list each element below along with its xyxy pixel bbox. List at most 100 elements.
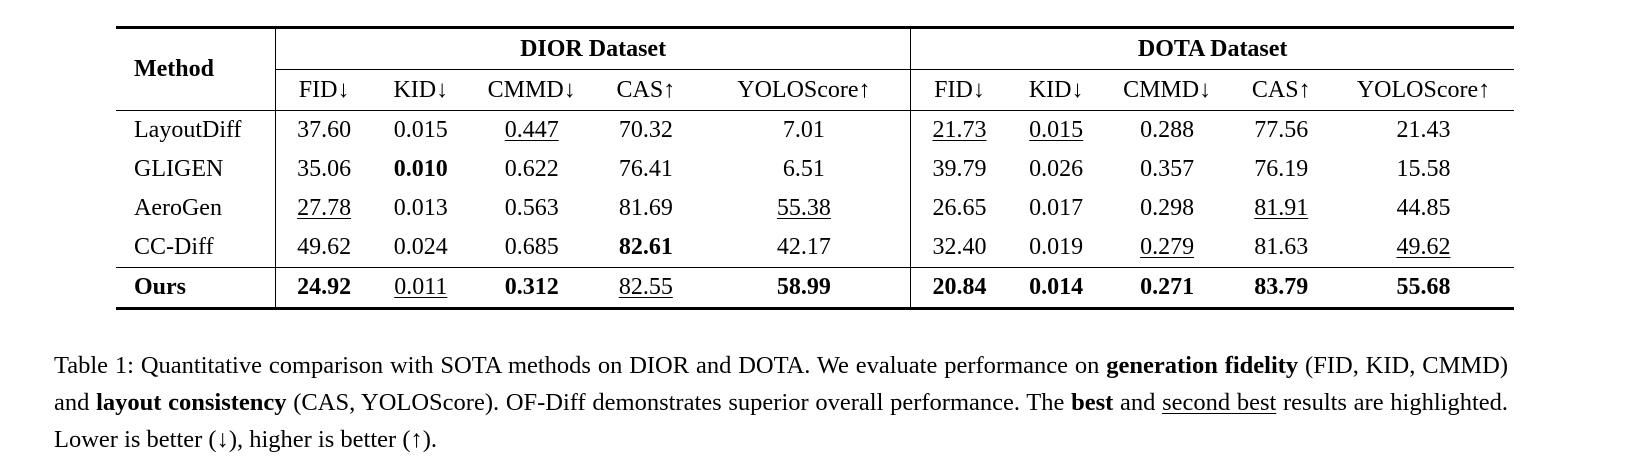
dota-kid-cell: 0.014 bbox=[1007, 267, 1105, 309]
metric-value: 83.79 bbox=[1254, 274, 1309, 300]
dota-yoloscore-cell: 44.85 bbox=[1333, 189, 1514, 228]
method-column-header: Method bbox=[116, 49, 276, 91]
metric-value: 81.69 bbox=[618, 195, 673, 221]
metric-value: 0.011 bbox=[394, 274, 448, 300]
table-row: CC-Diff 49.62 0.024 0.685 82.61 42.17 32.40 0.0… bbox=[116, 228, 1514, 268]
dota-kid-cell: 0.019 bbox=[1008, 228, 1105, 268]
caption-text-5: results are highlighted. Lower is better… bbox=[54, 388, 1509, 453]
metric-value: 44.85 bbox=[1396, 195, 1451, 221]
dota-cmmd-cell: 0.298 bbox=[1105, 189, 1230, 228]
metric-value: 0.279 bbox=[1140, 234, 1195, 260]
metric-value: 0.447 bbox=[504, 117, 559, 143]
dior-cmmd-cell: 0.447 bbox=[469, 111, 594, 151]
dior-kid-header: KID↓ bbox=[372, 69, 470, 111]
dior-yoloscore-header: YOLOScore↑ bbox=[697, 69, 911, 111]
metric-value: 0.357 bbox=[1140, 156, 1195, 182]
dior-yoloscore-cell: 7.01 bbox=[698, 111, 911, 151]
dota-fid-cell: 20.84 bbox=[910, 267, 1008, 309]
dior-kid-cell: 0.013 bbox=[372, 189, 469, 228]
dota-fid-cell: 39.79 bbox=[910, 150, 1008, 189]
metric-value: 15.58 bbox=[1396, 156, 1451, 182]
dior-group-title: DIOR Dataset bbox=[274, 27, 911, 70]
metric-value: 21.73 bbox=[932, 117, 987, 143]
dior-kid-cell: 0.015 bbox=[372, 111, 469, 151]
results-table-container: DIOR Dataset DOTA Dataset Method FID↓ KI… bbox=[116, 26, 1514, 310]
dota-cmmd-header: CMMD↓ bbox=[1104, 69, 1230, 111]
metric-value: 0.271 bbox=[1140, 274, 1195, 300]
dota-fid-header: FID↓ bbox=[910, 69, 1008, 111]
metric-value: 81.63 bbox=[1254, 234, 1309, 260]
metric-value: 77.56 bbox=[1254, 117, 1309, 143]
method-name-cell: AeroGen bbox=[134, 195, 222, 221]
dota-cmmd-cell: 0.357 bbox=[1105, 150, 1230, 189]
dior-yoloscore-cell: 42.17 bbox=[698, 228, 911, 268]
metric-value: 82.55 bbox=[618, 274, 673, 300]
dior-cmmd-header: CMMD↓ bbox=[469, 69, 595, 111]
dota-kid-cell: 0.017 bbox=[1008, 189, 1105, 228]
dior-kid-cell: 0.011 bbox=[372, 267, 470, 309]
dior-kid-cell: 0.010 bbox=[372, 150, 469, 189]
method-name-cell: CC-Diff bbox=[134, 234, 214, 260]
dior-cas-cell: 70.32 bbox=[594, 111, 697, 151]
group-header-row: DIOR Dataset DOTA Dataset bbox=[116, 27, 1514, 70]
dior-yoloscore-cell: 58.99 bbox=[697, 267, 911, 309]
dior-yoloscore-cell: 55.38 bbox=[698, 189, 911, 228]
metric-value: 0.298 bbox=[1140, 195, 1195, 221]
dota-cas-cell: 81.63 bbox=[1230, 228, 1333, 268]
metric-value: 0.013 bbox=[393, 195, 448, 221]
dior-fid-cell: 37.60 bbox=[274, 110, 373, 150]
caption-underline-second-best: second best bbox=[1162, 388, 1277, 416]
metric-value: 0.015 bbox=[393, 117, 448, 143]
metric-value: 0.010 bbox=[393, 156, 448, 182]
metric-value: 76.41 bbox=[618, 156, 673, 182]
metric-value: 0.563 bbox=[504, 195, 559, 221]
caption-bold-best: best bbox=[1071, 388, 1114, 416]
dota-kid-cell: 0.026 bbox=[1008, 150, 1105, 189]
dior-cas-cell: 82.55 bbox=[594, 267, 698, 309]
caption-text-1: Table 1: Quantitative comparison with SO… bbox=[54, 351, 1107, 379]
table-caption: Table 1: Quantitative comparison with SO… bbox=[54, 347, 1508, 458]
metric-value: 0.685 bbox=[504, 234, 559, 260]
dior-cas-cell: 76.41 bbox=[594, 150, 697, 189]
metric-value: 81.91 bbox=[1254, 195, 1309, 221]
caption-bold-layout-consistency: layout consistency bbox=[96, 388, 287, 416]
dior-cmmd-cell: 0.312 bbox=[469, 267, 595, 309]
dota-cmmd-cell: 0.279 bbox=[1105, 228, 1230, 268]
dota-fid-cell: 21.73 bbox=[910, 110, 1008, 150]
results-table-body: LayoutDiff 37.60 0.015 0.447 70.32 7.01 21.73 0… bbox=[116, 110, 1514, 309]
dior-cas-cell: 82.61 bbox=[594, 228, 697, 268]
metric-value: 0.019 bbox=[1029, 234, 1084, 260]
metric-value: 32.40 bbox=[932, 234, 987, 260]
metric-value: 39.79 bbox=[932, 156, 987, 182]
metric-value: 49.62 bbox=[1396, 234, 1451, 260]
metric-value: 42.17 bbox=[776, 234, 831, 260]
dota-kid-cell: 0.015 bbox=[1008, 111, 1105, 151]
caption-text-2: (FID, KID, CMMD) and bbox=[54, 351, 1508, 416]
metric-value: 82.61 bbox=[618, 234, 673, 260]
metric-value: 24.92 bbox=[297, 274, 352, 300]
metric-value: 21.43 bbox=[1396, 117, 1451, 143]
dota-group-title: DOTA Dataset bbox=[910, 27, 1514, 70]
metric-value: 0.014 bbox=[1029, 274, 1084, 300]
table-row: GLIGEN 35.06 0.010 0.622 76.41 6.51 39.79 0.026… bbox=[116, 150, 1514, 189]
dior-kid-cell: 0.024 bbox=[372, 228, 469, 268]
metric-value: 20.84 bbox=[932, 274, 987, 300]
metric-value: 70.32 bbox=[618, 117, 673, 143]
metric-header-row: Method FID↓ KID↓ CMMD↓ CAS↑ YOLOScore↑ F… bbox=[116, 49, 1514, 111]
metric-value: 55.38 bbox=[776, 195, 831, 221]
method-name-cell: Ours bbox=[116, 267, 276, 309]
metric-value: 0.026 bbox=[1029, 156, 1084, 182]
metric-value: 49.62 bbox=[297, 234, 352, 260]
dior-cas-header: CAS↑ bbox=[594, 69, 698, 111]
dota-yoloscore-cell: 55.68 bbox=[1332, 267, 1514, 309]
metric-value: 0.024 bbox=[393, 234, 448, 260]
dota-cas-cell: 81.91 bbox=[1230, 189, 1333, 228]
metric-value: 35.06 bbox=[297, 156, 352, 182]
dota-yoloscore-cell: 21.43 bbox=[1333, 111, 1514, 151]
table-row: Ours 24.92 0.011 0.312 82.55 58.99 20.84 0.014 0… bbox=[116, 267, 1514, 309]
dior-cas-cell: 81.69 bbox=[594, 189, 697, 228]
dota-yoloscore-header: YOLOScore↑ bbox=[1332, 69, 1514, 111]
metric-value: 76.19 bbox=[1254, 156, 1309, 182]
metric-value: 0.015 bbox=[1029, 117, 1084, 143]
caption-text-4: and bbox=[1113, 388, 1163, 416]
